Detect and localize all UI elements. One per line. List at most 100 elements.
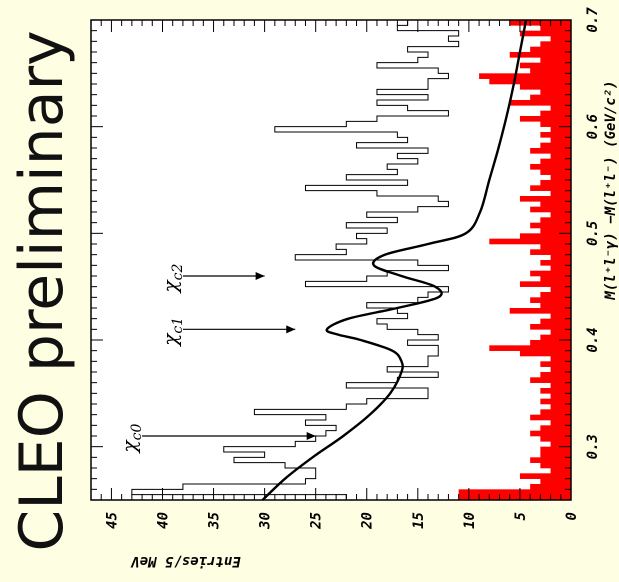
x-tick-label: 0.5 (585, 221, 601, 246)
y-tick-label: 40 (155, 512, 171, 529)
filled-bin-bar (519, 116, 571, 122)
cleo-preliminary-title: CLEO preliminary (2, 0, 82, 582)
filled-bin-bar (540, 425, 571, 431)
y-tick-label: 15 (411, 512, 427, 529)
filled-bin-bar (550, 254, 571, 261)
filled-bin-bar (550, 174, 571, 181)
filled-bin-bar (540, 361, 571, 367)
x-axis-label: M(l⁺l⁻γ) −M(l⁺l⁻) (GeV/c²) (603, 80, 619, 300)
filled-bin-bar (540, 334, 571, 341)
annotation-arrow-head (306, 432, 316, 440)
filled-bin-bar (509, 100, 571, 106)
filled-bin-bar (540, 57, 571, 63)
filled-bin-bar (519, 473, 571, 479)
y-tick-label: 25 (309, 512, 325, 530)
filled-bin-bar (530, 457, 571, 463)
filled-bin-bar (489, 78, 571, 85)
filled-bin-bar (550, 420, 571, 426)
filled-bin-bar (550, 265, 571, 271)
filled-bin-bar (550, 153, 571, 159)
y-tick-label: 30 (258, 512, 274, 530)
filled-bin-bar (550, 356, 571, 362)
annotation-arrow-head (286, 325, 296, 334)
filled-bin-bar (458, 494, 571, 501)
filled-bin-bar (530, 164, 571, 170)
filled-bin-bar (540, 180, 571, 186)
filled-bin-bar (550, 212, 571, 218)
filled-bin-bar (550, 36, 571, 42)
y-axis-label: Entries/5 MeV (130, 553, 241, 569)
y-tick-label: 45 (104, 512, 120, 529)
filled-bin-bar (530, 377, 571, 383)
y-tick-label: 5 (513, 512, 529, 520)
filled-bin-bar (540, 388, 571, 394)
filled-bin-bar (530, 46, 571, 53)
filled-bin-bar (550, 286, 571, 293)
filled-bin-bar (530, 430, 571, 437)
filled-bin-bar (540, 25, 571, 31)
x-tick-label: 0.3 (585, 434, 601, 459)
filled-bin-bar (530, 414, 571, 421)
filled-bin-bar (509, 308, 571, 314)
filled-bin-bar (519, 30, 571, 37)
filled-bin-bar (489, 345, 571, 351)
histogram-chart: 0.3 0.4 0.5 0.6 0.7 0 5 10 15 20 25 30 35 40 45 χc0 χc1… (90, 7, 619, 569)
side-title-text: CLEO preliminary (7, 30, 77, 552)
filled-bin-bar (540, 409, 571, 415)
filled-bin-bar (540, 276, 571, 282)
filled-bin-bar (519, 350, 571, 357)
filled-bin-bar (550, 382, 571, 389)
x-tick-label: 0.4 (585, 327, 601, 352)
filled-bin-bar (540, 121, 571, 127)
x-tick-label: 0.6 (585, 114, 601, 139)
filled-bin-bar (540, 318, 571, 325)
filled-bin-bar (540, 244, 571, 250)
filled-bin-bar (540, 302, 571, 309)
filled-bin-bar (550, 313, 571, 319)
y-tick-label: 10 (462, 512, 478, 529)
filled-bin-bar (540, 398, 571, 405)
filled-bin-bar (540, 142, 571, 149)
annotation-label-c0: χc0 (117, 423, 145, 454)
filled-bin-bar (530, 297, 571, 303)
filled-bin-bar (479, 73, 571, 79)
filled-bin-bar (530, 94, 571, 101)
filled-bin-bar (540, 89, 571, 95)
filled-bin-bar (530, 222, 571, 229)
filled-bin-bar (519, 62, 571, 69)
filled-bin-bar (519, 233, 571, 239)
filled-bin-bar (540, 436, 571, 442)
axis-ticks: 0.3 0.4 0.5 0.6 0.7 0 5 10 15 20 25 30 35 40 45 (90, 7, 601, 530)
fit-curve (261, 19, 528, 501)
resonance-annotations: χc0 χc1 χc2 (117, 263, 316, 454)
filled-bin-bar (530, 249, 571, 255)
y-tick-label: 35 (207, 512, 223, 530)
y-tick-label: 20 (360, 512, 376, 530)
filled-bin-bar (550, 105, 571, 111)
filled-histogram-series (458, 20, 571, 501)
annotation-arrow-head (255, 272, 265, 280)
filled-bin-bar (540, 158, 571, 165)
filled-bin-bar (550, 393, 571, 399)
filled-bin-bar (519, 196, 571, 202)
filled-bin-bar (540, 132, 571, 138)
filled-bin-bar (540, 217, 571, 223)
filled-bin-bar (550, 126, 571, 133)
filled-bin-bar (550, 137, 571, 143)
filled-bin-bar (540, 478, 571, 485)
filled-bin-bar (530, 484, 571, 490)
filled-bin-bar (550, 366, 571, 373)
filled-bin-bar (530, 270, 571, 277)
filled-bin-bar (550, 190, 571, 197)
filled-bin-bar (550, 329, 571, 335)
x-tick-label: 0.7 (585, 7, 601, 33)
filled-bin-bar (540, 201, 571, 207)
filled-bin-bar (530, 185, 571, 191)
filled-bin-bar (530, 148, 571, 154)
filled-bin-bar (540, 169, 571, 175)
filled-bin-bar (550, 468, 571, 474)
filled-bin-bar (540, 462, 571, 469)
annotation-label-c2: χc2 (158, 263, 186, 294)
filled-bin-bar (530, 324, 571, 330)
filled-bin-bar (550, 441, 571, 447)
